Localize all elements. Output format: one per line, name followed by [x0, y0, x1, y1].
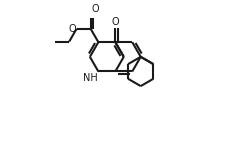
Text: O: O: [91, 4, 99, 14]
Text: NH: NH: [83, 73, 98, 83]
Text: O: O: [68, 24, 76, 34]
Text: O: O: [112, 17, 119, 27]
